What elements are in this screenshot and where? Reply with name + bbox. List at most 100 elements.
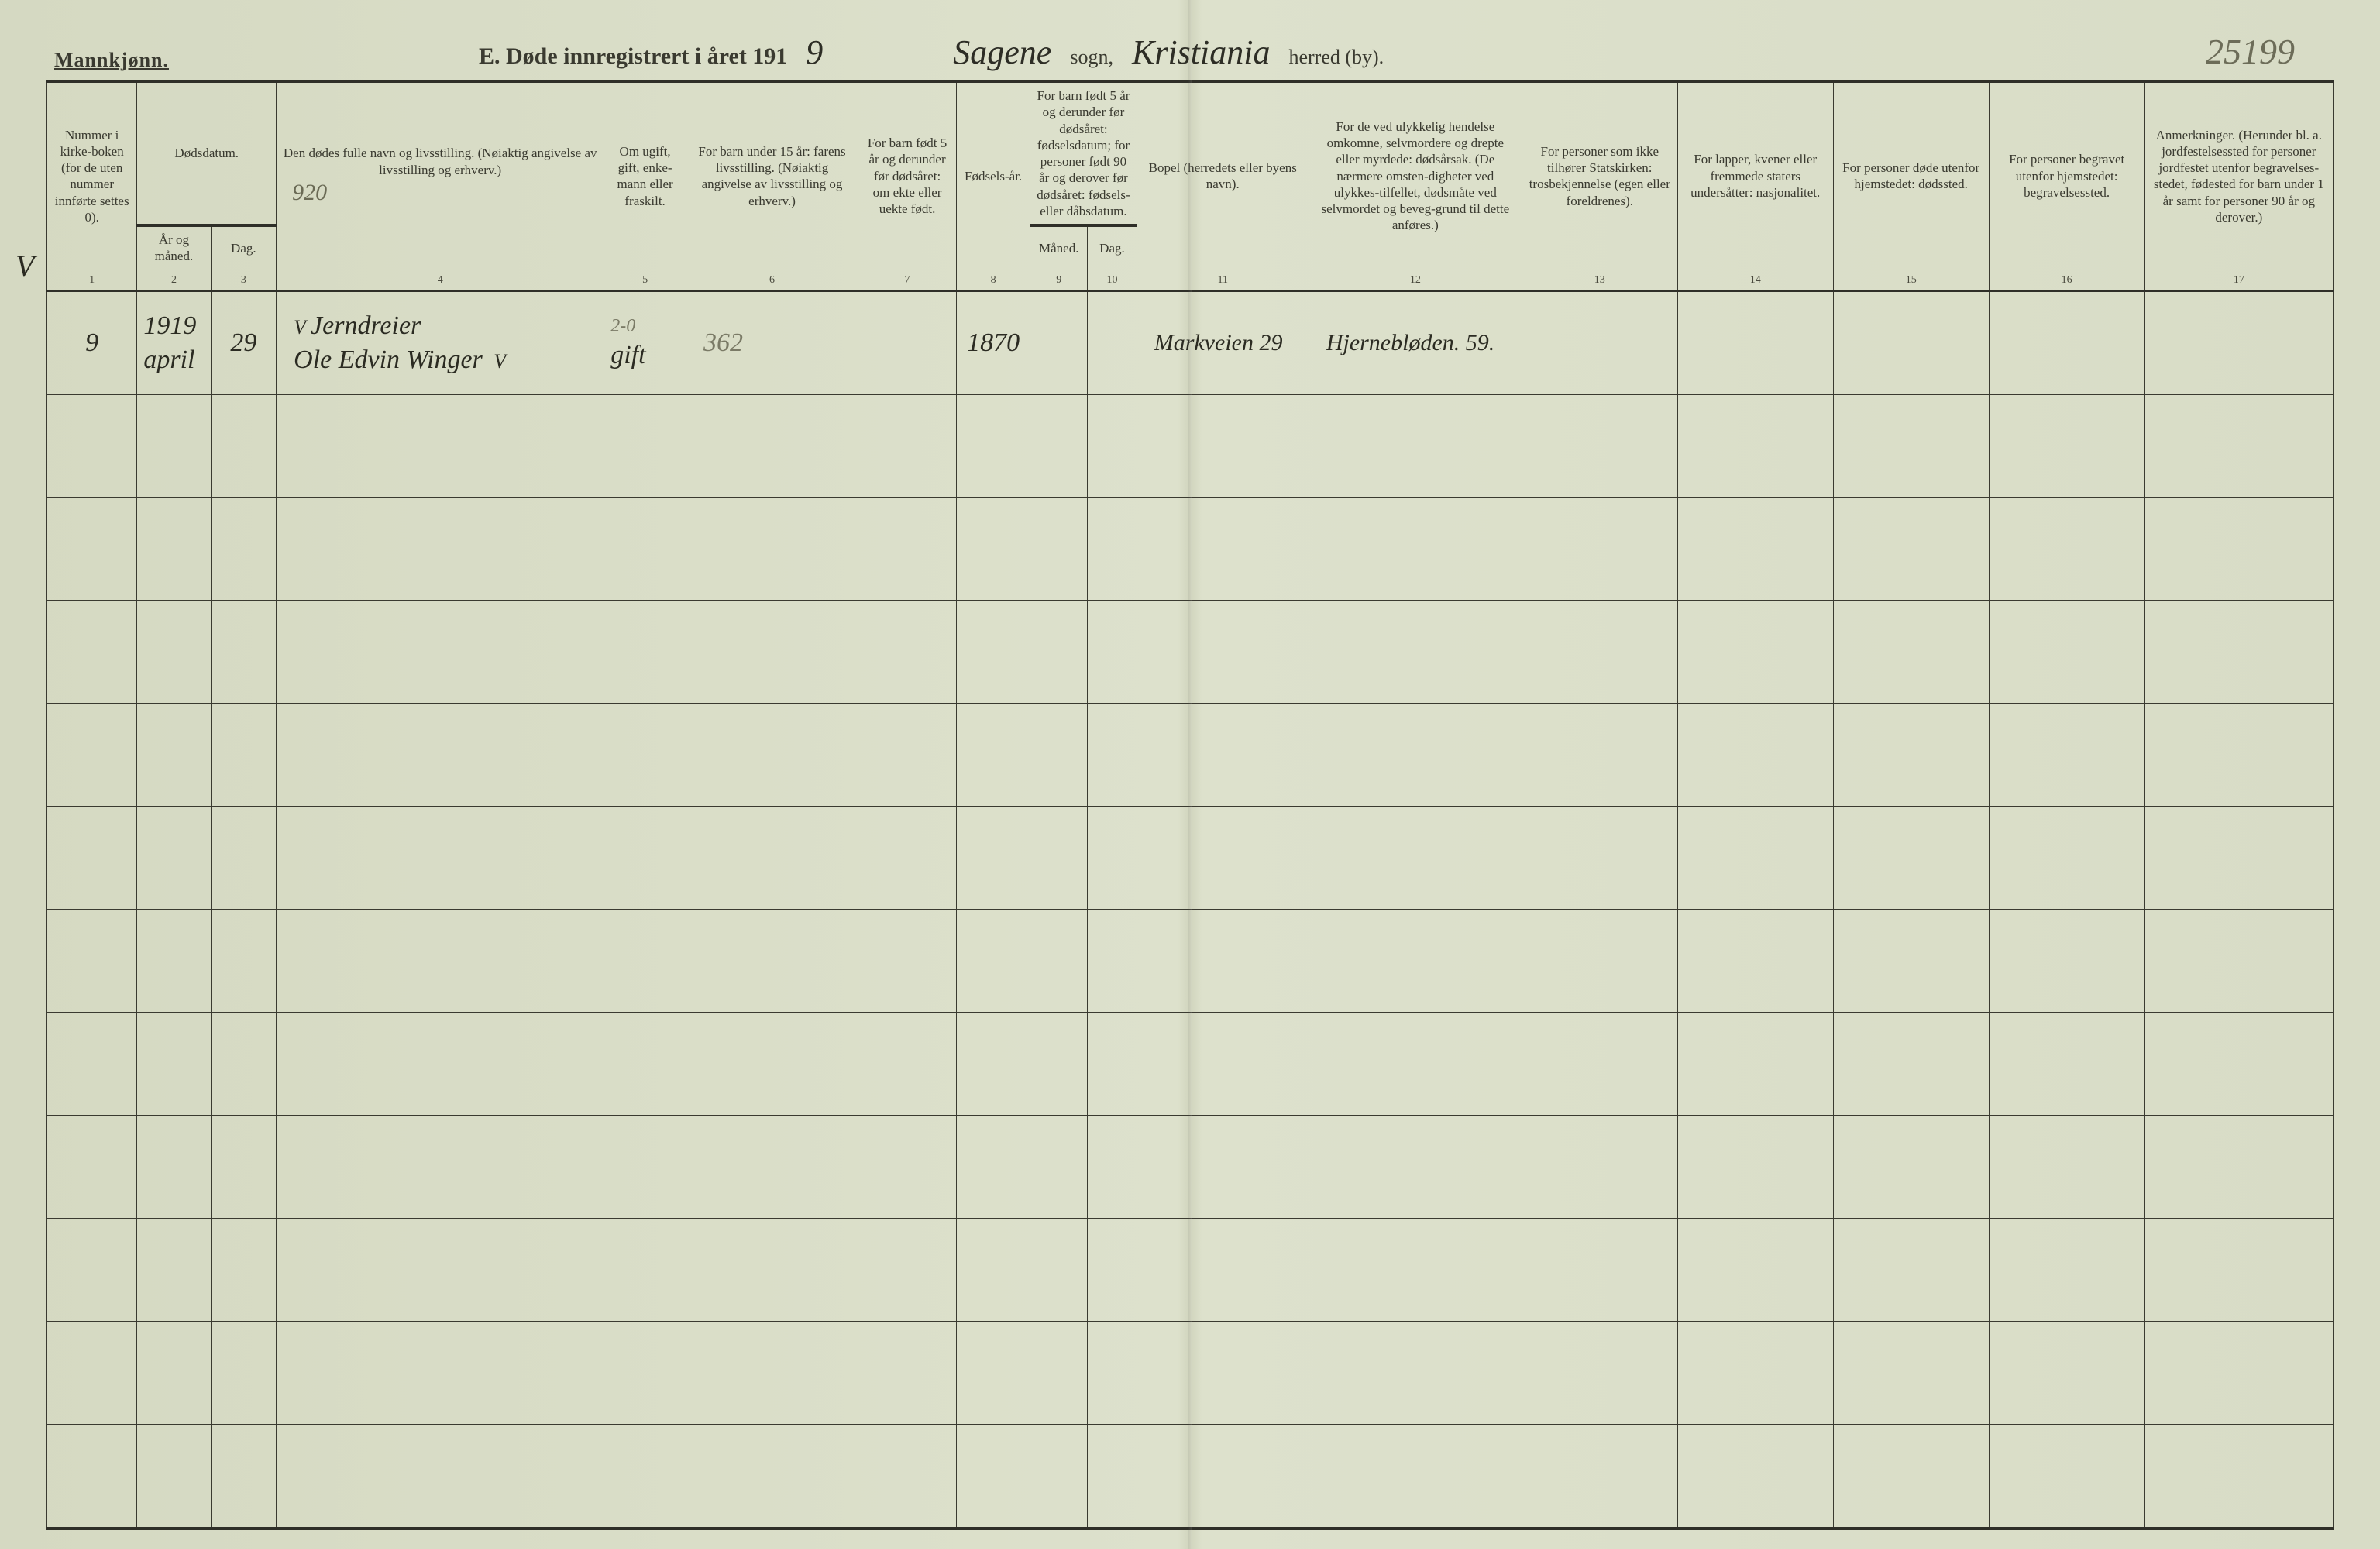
empty-cell [47,498,137,601]
herred-label: herred (by). [1288,46,1384,69]
empty-cell [1522,601,1677,704]
title-prefix: E. Døde innregistrert i året 191 [479,43,787,70]
col-12-header: For de ved ulykkelig hendelse omkomne, s… [1309,81,1522,270]
empty-cell [1030,910,1088,1013]
empty-cell [957,704,1030,807]
cell-residence: Markveien 29 [1137,291,1309,395]
empty-cell [47,1116,137,1219]
empty-cell [1522,704,1677,807]
empty-cell [47,1425,137,1529]
empty-cell [1137,1013,1309,1116]
empty-cell [1833,498,1989,601]
empty-cell [277,1013,604,1116]
empty-cell [2144,498,2333,601]
col-num-16: 16 [1989,270,2144,291]
empty-cell [858,1219,957,1322]
table-row [47,395,2334,498]
empty-cell [47,601,137,704]
empty-cell [1677,1425,1833,1529]
col-num-3: 3 [211,270,277,291]
empty-cell [1677,498,1833,601]
empty-cell [604,910,686,1013]
col-2-sub: År og måned. [137,225,211,270]
empty-cell [2144,1322,2333,1425]
cell-13 [1522,291,1677,395]
empty-cell [47,1322,137,1425]
empty-cell [277,1219,604,1322]
empty-cell [604,498,686,601]
empty-cell [957,1013,1030,1116]
col-16-header: For personer begravet utenfor hjemstedet… [1989,81,2144,270]
title-line: E. Døde innregistrert i året 191 9 Sagen… [184,33,2190,72]
table-row [47,704,2334,807]
empty-cell [1309,1013,1522,1116]
empty-cell [2144,1219,2333,1322]
cell-15 [1833,291,1989,395]
empty-cell [137,498,211,601]
col-13-header: For personer som ikke tilhører Statskirk… [1522,81,1677,270]
empty-cell [957,1219,1030,1322]
column-number-row: 1234567891011121314151617 [47,270,2334,291]
empty-cell [1677,910,1833,1013]
empty-cell [2144,910,2333,1013]
empty-cell [211,1116,277,1219]
empty-cell [1030,1322,1088,1425]
empty-cell [1522,910,1677,1013]
empty-cell [1030,395,1088,498]
col-9-sub: Måned. [1030,225,1088,270]
empty-cell [1137,601,1309,704]
cell-14 [1677,291,1833,395]
empty-cell [1989,601,2144,704]
empty-cell [858,807,957,910]
empty-cell [1522,1219,1677,1322]
empty-cell [604,1425,686,1529]
empty-cell [858,1013,957,1116]
empty-cell [957,1116,1030,1219]
herred-value: Kristiania [1127,33,1275,72]
empty-cell [1677,1322,1833,1425]
empty-cell [1677,704,1833,807]
empty-cell [858,910,957,1013]
empty-cell [604,1116,686,1219]
empty-cell [1088,1013,1137,1116]
col-4-label: Den dødes fulle navn og livsstilling. (N… [283,145,597,178]
empty-cell [1833,1116,1989,1219]
empty-cell [211,395,277,498]
empty-cell [686,395,858,498]
empty-cell [1989,704,2144,807]
empty-cell [1989,910,2144,1013]
empty-cell [1309,498,1522,601]
empty-cell [211,1322,277,1425]
empty-cell [47,807,137,910]
empty-cell [211,1219,277,1322]
empty-cell [858,1425,957,1529]
empty-cell [1088,910,1137,1013]
empty-cell [686,910,858,1013]
empty-cell [604,601,686,704]
empty-cell [47,1219,137,1322]
col-dods-header: Dødsdatum. [137,81,277,225]
col-3-sub: Dag. [211,225,277,270]
empty-cell [137,1425,211,1529]
page-number: 25199 [2206,31,2326,72]
col-1-header: Nummer i kirke-boken (for de uten nummer… [47,81,137,270]
col-num-7: 7 [858,270,957,291]
empty-cell [1677,1116,1833,1219]
empty-cell [277,910,604,1013]
ledger-page: V Mannkjønn. E. Døde innregistrert i åre… [0,0,2380,1549]
table-body: 91919april29VJerndreierOle Edvin Winger … [47,291,2334,1529]
empty-cell [604,704,686,807]
empty-cell [137,601,211,704]
margin-checkmark: V [15,248,34,284]
empty-cell [2144,1116,2333,1219]
empty-cell [137,910,211,1013]
empty-cell [2144,601,2333,704]
cell-name: VJerndreierOle Edvin Winger V [277,291,604,395]
empty-cell [1088,807,1137,910]
empty-cell [1989,395,2144,498]
col-7-header: For barn født 5 år og derunder før dødså… [858,81,957,270]
empty-cell [211,704,277,807]
empty-cell [137,395,211,498]
empty-cell [1309,601,1522,704]
table-row [47,910,2334,1013]
